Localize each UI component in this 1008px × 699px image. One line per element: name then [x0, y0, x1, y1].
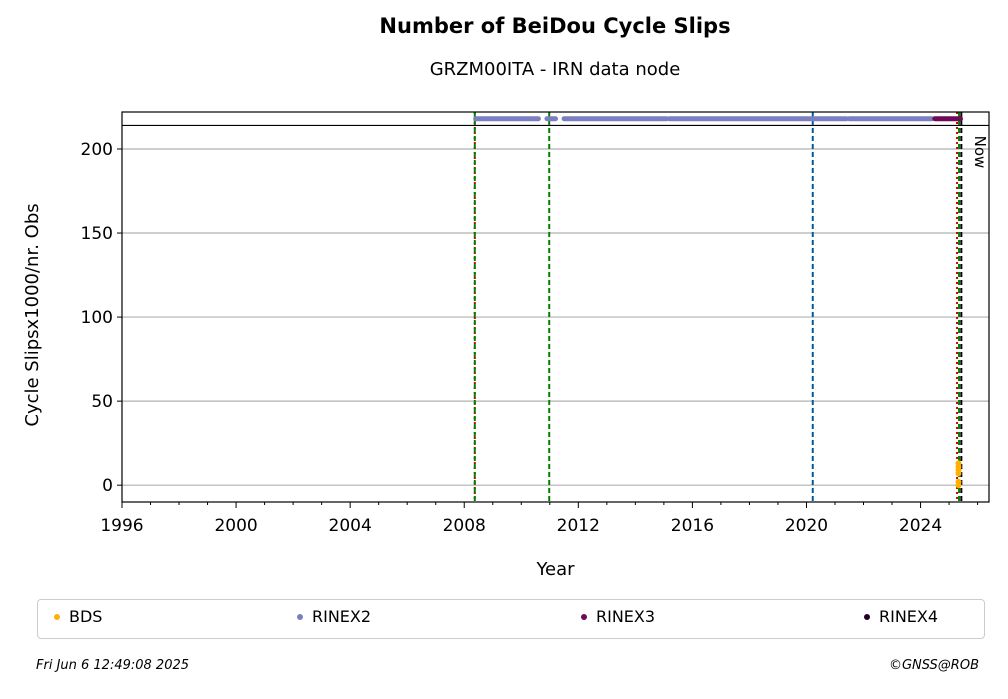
- y-tick-label: 50: [91, 392, 113, 412]
- now-label: Now: [971, 136, 989, 169]
- legend: BDS RINEX2 RINEX3 RINEX4: [37, 599, 985, 639]
- y-tick-label: 200: [81, 140, 113, 160]
- legend-label: RINEX4: [879, 607, 939, 626]
- legend-marker: [581, 613, 587, 620]
- y-tick-label: 0: [102, 476, 113, 496]
- chart-title: Number of BeiDou Cycle Slips: [379, 14, 731, 38]
- legend-item-bds: BDS: [54, 607, 102, 626]
- legend-item-rinex4: RINEX4: [864, 607, 938, 626]
- x-tick-label: 2020: [785, 516, 828, 536]
- chart-subtitle: GRZM00ITA - IRN data node: [429, 59, 681, 80]
- chart-area: 0 50 100 150 200 1996 2000 2004 2008 2012 2016 2020…: [22, 111, 990, 580]
- x-tick-label: 2012: [557, 516, 600, 536]
- x-tick-label: 2016: [671, 516, 714, 536]
- x-tick-label: 1996: [100, 516, 143, 536]
- legend-item-rinex2: RINEX2: [297, 607, 371, 626]
- y-tick-label: 100: [81, 308, 113, 328]
- legend-item-rinex3: RINEX3: [581, 607, 655, 626]
- y-tick-label: 150: [81, 224, 113, 244]
- legend-marker: [864, 613, 870, 620]
- data-point: [955, 482, 962, 489]
- x-tick-label: 2008: [443, 516, 486, 536]
- x-axis-label: Year: [535, 559, 575, 580]
- legend-marker: [54, 613, 60, 620]
- copyright: ©GNSS@ROB: [888, 658, 979, 673]
- legend-label: BDS: [69, 607, 103, 626]
- x-tick-label: 2000: [214, 516, 257, 536]
- data-point: [955, 470, 962, 477]
- legend-label: RINEX3: [596, 607, 656, 626]
- legend-marker: [297, 613, 303, 620]
- y-axis-label: Cycle Slipsx1000/nr. Obs: [22, 203, 43, 426]
- x-tick-label: 2004: [329, 516, 372, 536]
- legend-label: RINEX2: [312, 607, 372, 626]
- plot-frame: [121, 111, 990, 503]
- x-tick-label: 2024: [899, 516, 942, 536]
- timestamp: Fri Jun 6 12:49:08 2025: [36, 658, 190, 673]
